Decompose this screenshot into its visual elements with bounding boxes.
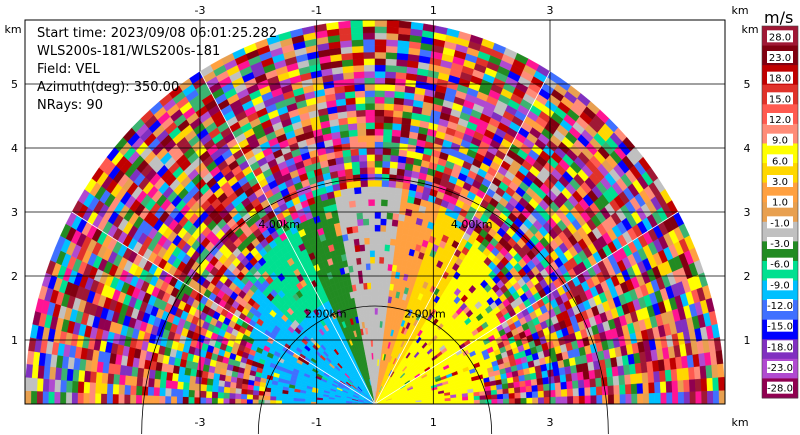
colorbar-label-bg	[767, 340, 793, 353]
x-tick-label-bottom: 1	[430, 416, 437, 429]
y-tick-label-left: 3	[11, 206, 18, 219]
colorbar-label-bg	[767, 299, 793, 311]
colorbar-tick-label: -23.0	[767, 363, 793, 374]
colorbar-label-bg	[767, 51, 793, 63]
grid	[25, 20, 725, 435]
range-ring-label: 2.00km	[305, 308, 347, 321]
colorbar-label-bg	[767, 30, 793, 43]
x-tick-label-top: 3	[547, 4, 554, 17]
x-unit-bottom: km	[731, 416, 748, 429]
x-tick-label-bottom: 3	[547, 416, 554, 429]
x-tick-label-top: 1	[430, 4, 437, 17]
colorbar-tick-label: -6.0	[770, 260, 790, 271]
y-tick-label-left: 4	[11, 142, 18, 155]
colorbar-label-bg	[767, 92, 793, 105]
colorbar-label-bg	[767, 216, 793, 229]
x-tick-label-top: -1	[311, 4, 322, 17]
colorbar-label-bg	[767, 381, 793, 394]
spoke-line	[199, 71, 376, 405]
colorbar-tick-label: 15.0	[769, 94, 791, 105]
colorbar-tick-label: 28.0	[769, 32, 791, 43]
y-tick-label-right: 5	[744, 78, 751, 91]
colorbar-label-bg	[767, 278, 793, 291]
y-tick-label-right: 4	[744, 142, 751, 155]
plot-frame	[24, 19, 726, 405]
spoke-line	[374, 71, 551, 405]
y-unit-left: km	[4, 23, 21, 36]
colorbar-tick-label: 6.0	[772, 156, 788, 167]
spoke-line	[71, 211, 376, 405]
y-unit-right: km	[741, 23, 758, 36]
x-tick-label-bottom: -1	[311, 416, 322, 429]
colorbar-unit: m/s	[764, 8, 794, 27]
colorbar-label-bg	[767, 113, 793, 125]
colorbar-tick-label: 3.0	[772, 177, 788, 188]
colorbar-label-bg	[767, 195, 793, 208]
colorbar-label-bg	[767, 154, 793, 167]
colorbar-label-bg	[767, 257, 793, 270]
start-time-label: Start time: 2023/09/08 06:01:25.282	[37, 26, 278, 41]
colorbar-tick-label: 18.0	[769, 74, 791, 85]
azimuth-label: Azimuth(deg): 350.00	[37, 80, 180, 95]
range-ring-label: 4.00km	[451, 218, 493, 231]
y-tick-label-right: 2	[744, 270, 751, 283]
colorbar-label-bg	[767, 175, 793, 187]
range-ring	[141, 177, 609, 435]
colorbar-tick-label: 1.0	[772, 198, 788, 209]
colorbar-tick-label: -9.0	[770, 280, 790, 291]
colorbar-tick-label: -28.0	[767, 384, 793, 395]
colorbar-tick-label: -12.0	[767, 301, 793, 312]
colorbar-label-bg	[767, 319, 793, 332]
x-tick-label-top: -3	[195, 4, 206, 17]
site-label: WLS200s-181/WLS200s-181	[37, 44, 221, 59]
field-label: Field: VEL	[37, 62, 100, 77]
range-ring-label: 2.00km	[404, 308, 446, 321]
colorbar-tick-label: -3.0	[770, 239, 790, 250]
y-tick-label-left: 2	[11, 270, 18, 283]
colorbar-tick-label: -15.0	[767, 322, 793, 333]
y-tick-label-left: 5	[11, 78, 18, 91]
nrays-label: NRays: 90	[37, 98, 103, 113]
x-tick-label-bottom: -3	[195, 416, 206, 429]
colorbar-label-bg	[767, 237, 793, 249]
x-unit-top: km	[731, 4, 748, 17]
colorbar-label-bg	[767, 71, 793, 84]
velocity-field	[24, 19, 726, 405]
y-tick-label-right: 3	[744, 206, 751, 219]
colorbar-label-bg	[767, 361, 793, 373]
range-ring-label: 4.00km	[258, 218, 300, 231]
y-tick-label-left: 1	[11, 334, 18, 347]
colorbar-tick-label: 12.0	[769, 115, 791, 126]
y-tick-label-right: 1	[744, 334, 751, 347]
colorbar-tick-label: -18.0	[767, 342, 793, 353]
colorbar-frame	[761, 25, 799, 399]
colorbar-tick-label: 23.0	[769, 53, 791, 64]
range-ring	[257, 305, 493, 435]
colorbar-tick-label: -1.0	[770, 218, 790, 229]
colorbar-tick-label: 9.0	[772, 136, 788, 147]
colorbar-label-bg	[767, 133, 793, 146]
colorbar: 28.0 23.0 18.0 15.0 12.0 9.0 6.0 3.0 1.0 -1.0 -3.0…	[761, 25, 799, 399]
spoke-line	[374, 211, 679, 405]
